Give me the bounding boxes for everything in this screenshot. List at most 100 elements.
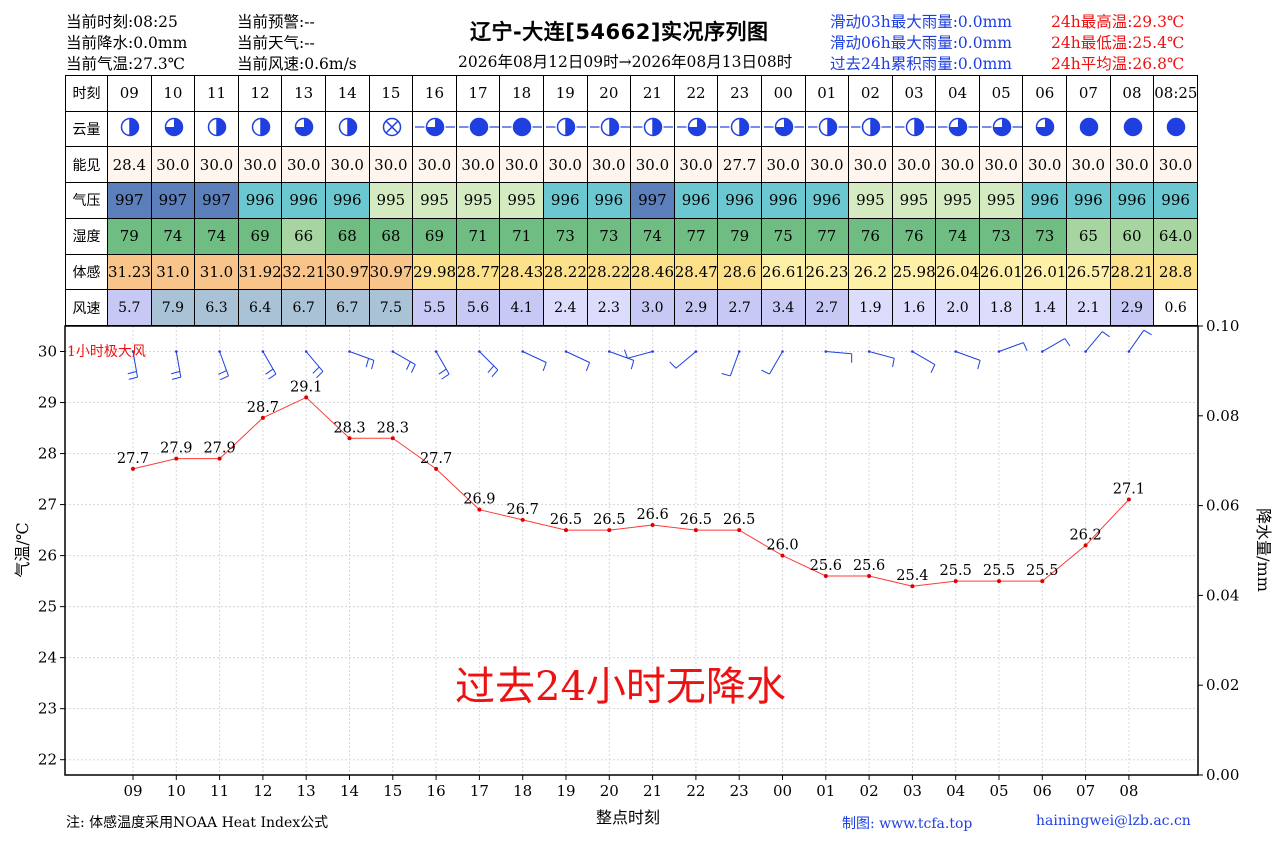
temp-avg: 24h平均温:26.8℃ xyxy=(1051,55,1185,73)
pressure-cell: 996 xyxy=(542,182,588,219)
visibility-cell: 30.0 xyxy=(324,146,370,184)
wind-barb xyxy=(304,350,324,379)
hour-cell: 12 xyxy=(237,75,283,112)
footer-email: hainingwei@lzb.ac.cn xyxy=(1036,813,1191,829)
visibility-cell: 30.0 xyxy=(194,146,239,184)
feels-like-cell: 28.21 xyxy=(1109,253,1155,291)
x-tick-label: 02 xyxy=(860,782,879,800)
cloud-cell xyxy=(281,110,326,148)
x-axis-label: 整点时刻 xyxy=(596,808,661,827)
cloud-cell xyxy=(194,110,239,148)
humidity-cell: 73 xyxy=(1022,217,1068,255)
feels-like-cell: 28.8 xyxy=(1153,253,1198,291)
row-label: 时刻 xyxy=(65,75,108,112)
temperature-point xyxy=(390,436,395,441)
visibility-cell: 30.0 xyxy=(760,146,806,184)
cloud-cover-icon xyxy=(295,117,314,137)
plot-frame xyxy=(64,325,1199,776)
humidity-cell: 69 xyxy=(237,217,283,255)
x-tick-label: 15 xyxy=(383,782,402,800)
temperature-point xyxy=(217,456,222,461)
temperature-data-label: 26.6 xyxy=(636,507,668,523)
temperature-point xyxy=(650,522,655,527)
humidity-cell: 75 xyxy=(760,217,806,255)
cloud-cover-icon xyxy=(981,117,1022,137)
feels-like-cell: 26.61 xyxy=(760,253,806,291)
feels-like-cell: 28.43 xyxy=(499,253,544,291)
no-precip-text: 过去24小时无降水 xyxy=(455,664,786,710)
current-warning: 当前预警:-- xyxy=(237,13,315,31)
cloud-cover-icon xyxy=(1079,117,1099,137)
temp-min: 24h最低温:25.4℃ xyxy=(1051,34,1185,52)
wind-speed-cell: 6.7 xyxy=(281,289,326,326)
cloud-cell xyxy=(1066,110,1111,148)
y2-tick-label: 0.02 xyxy=(1206,676,1239,694)
hour-cell: 16 xyxy=(412,75,457,112)
visibility-cell: 30.0 xyxy=(891,146,937,184)
x-tick-label: 07 xyxy=(1076,782,1095,800)
x-tick-label: 17 xyxy=(470,782,489,800)
cloud-cover-icon xyxy=(807,117,848,137)
cloud-cover-icon xyxy=(502,117,543,137)
pressure-cell: 995 xyxy=(935,182,980,219)
x-tick-label: 14 xyxy=(340,782,359,800)
wind-barb xyxy=(521,350,547,372)
x-tick-label: 19 xyxy=(556,782,575,800)
row-label: 湿度 xyxy=(65,217,108,255)
pressure-cell: 995 xyxy=(412,182,457,219)
row-label: 风速 xyxy=(65,289,108,326)
y-tick-label: 22 xyxy=(38,751,57,769)
temperature-point xyxy=(434,466,439,471)
wind-barb-label: 1小时极大风 xyxy=(67,344,146,360)
hour-cell: 10 xyxy=(150,75,196,112)
temperature-point xyxy=(997,579,1001,584)
x-tick-label: 21 xyxy=(643,782,662,800)
wind-speed-cell: 0.6 xyxy=(1153,289,1198,326)
y-tick-label: 24 xyxy=(38,649,57,667)
hour-cell: 11 xyxy=(194,75,239,112)
wind-barb xyxy=(911,350,936,373)
cloud-cover-icon xyxy=(338,117,358,137)
rain-6h: 滑动06h最大雨量:0.0mm xyxy=(830,34,1012,52)
pressure-cell: 996 xyxy=(237,182,283,219)
temperature-data-label: 26.5 xyxy=(550,512,582,528)
row-feels-like: 体感 31.23 31.0 31.0 31.92 32.21 30.97 30.97 29.98… xyxy=(65,253,1198,291)
pressure-cell: 995 xyxy=(848,182,893,219)
temp-max: 24h最高温:29.3℃ xyxy=(1051,13,1185,31)
x-tick-label: 23 xyxy=(730,782,749,800)
y-tick-label: 30 xyxy=(38,343,57,361)
hour-cell: 08 xyxy=(1109,75,1155,112)
wind-speed-cell: 3.4 xyxy=(760,289,806,326)
temperature-point xyxy=(477,507,482,512)
pressure-cell: 996 xyxy=(1109,182,1155,219)
temperature-point xyxy=(607,528,612,533)
x-tick-label: 00 xyxy=(773,782,792,800)
humidity-cell: 64.0 xyxy=(1153,217,1198,255)
visibility-cell: 30.0 xyxy=(455,146,501,184)
temperature-point xyxy=(564,528,568,533)
feels-like-cell: 26.01 xyxy=(1022,253,1068,291)
cloud-cover-icon xyxy=(164,117,183,137)
x-tick-label: 06 xyxy=(1033,782,1052,800)
wind-barb xyxy=(824,350,853,363)
footer-credit: 制图: www.tcfa.top xyxy=(842,816,973,832)
wind-speed-cell: 4.1 xyxy=(499,289,544,326)
visibility-cell: 30.0 xyxy=(804,146,850,184)
visibility-cell: 30.0 xyxy=(1109,146,1155,184)
grid-lines xyxy=(65,326,1198,775)
pressure-cell: 996 xyxy=(717,182,762,219)
temperature-data-label: 25.4 xyxy=(896,568,928,584)
wind-barb xyxy=(721,350,741,377)
cloud-cover-icon xyxy=(251,117,271,137)
wind-barb xyxy=(478,350,499,378)
temperature-data-label: 27.1 xyxy=(1113,481,1145,497)
row-humidity: 湿度 79 74 74 69 66 68 68 69 71 71 73 73 74 77 79 75 77 76 76… xyxy=(65,217,1198,255)
cloud-cell xyxy=(935,110,980,148)
visibility-cell: 30.0 xyxy=(1153,146,1198,184)
wind-speed-cell: 1.8 xyxy=(978,289,1024,326)
cloud-cover-icon xyxy=(720,117,761,137)
y2-axis-label: 降水量/mm xyxy=(1254,508,1273,592)
y2-tick-label: 0.00 xyxy=(1206,766,1239,784)
cloud-cell xyxy=(673,110,719,148)
wind-barb xyxy=(348,350,375,370)
